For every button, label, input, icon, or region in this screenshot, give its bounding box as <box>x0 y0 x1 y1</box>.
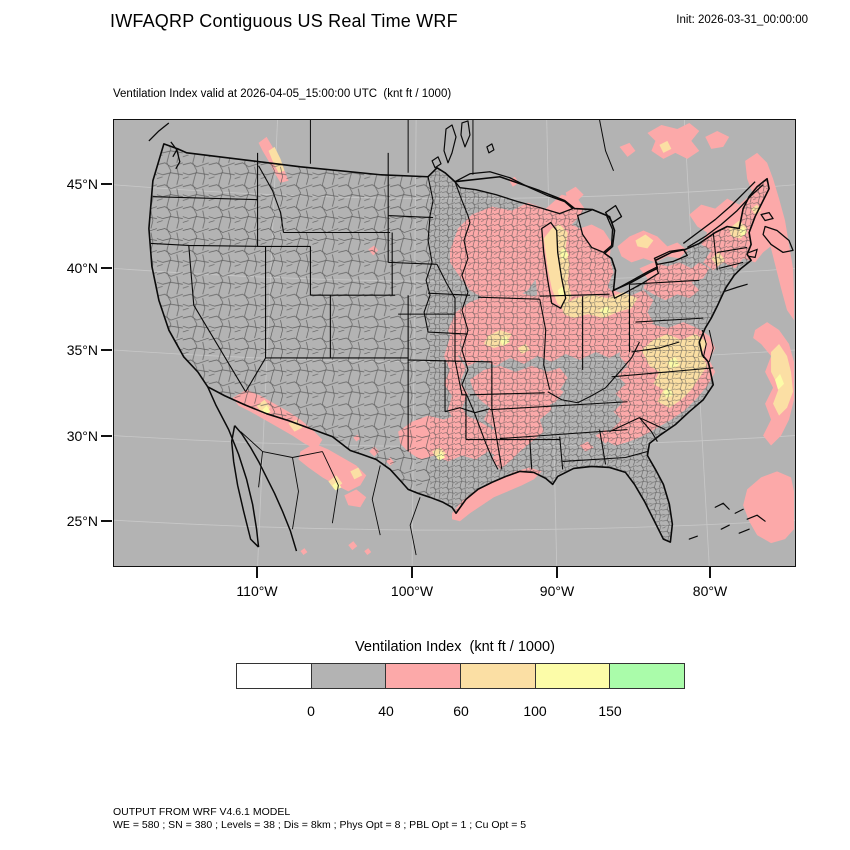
legend-tick-label: 150 <box>598 703 622 719</box>
legend-cell <box>311 664 387 688</box>
lat-label: 40°N <box>66 260 98 276</box>
legend-cell <box>237 664 312 688</box>
islands <box>688 248 766 540</box>
legend-cell <box>610 664 685 688</box>
lon-tick <box>556 567 558 578</box>
init-timestamp: Init: 2026-03-31_00:00:00 <box>676 14 808 26</box>
lon-label: 80°W <box>692 583 728 599</box>
legend-tick-label: 100 <box>523 703 547 719</box>
lat-label: 45°N <box>66 176 98 192</box>
lat-tick <box>101 267 112 269</box>
legend-tick-label: 60 <box>453 703 469 719</box>
lat-tick <box>101 349 112 351</box>
mexico-borders <box>240 431 421 556</box>
lon-tick <box>411 567 413 578</box>
lat-label: 25°N <box>66 513 98 529</box>
legend-title: Ventilation Index (knt ft / 1000) <box>355 639 555 655</box>
canada-borders <box>309 120 794 254</box>
legend-tick-label: 0 <box>307 703 315 719</box>
lat-tick <box>101 435 112 437</box>
legend-tick-label: 40 <box>378 703 394 719</box>
lat-tick <box>101 520 112 522</box>
page-title: IWFAQRP Contiguous US Real Time WRF <box>110 11 458 31</box>
legend-cell <box>386 664 462 688</box>
lat-tick <box>101 183 112 185</box>
lon-tick <box>256 567 258 578</box>
footer-config-line: WE = 580 ; SN = 380 ; Levels = 38 ; Dis … <box>113 819 527 831</box>
legend-colorbar <box>236 663 685 689</box>
lon-tick <box>709 567 711 578</box>
footer-model-line: OUTPUT FROM WRF V4.6.1 MODEL <box>113 806 291 818</box>
county-texture <box>114 120 795 566</box>
map-subtitle: Ventilation Index valid at 2026-04-05_15… <box>113 88 452 100</box>
lon-label: 90°W <box>539 583 575 599</box>
lon-label: 100°W <box>390 583 434 599</box>
lon-label: 110°W <box>236 583 278 599</box>
legend-cell <box>461 664 536 688</box>
lat-label: 30°N <box>66 428 98 444</box>
state-borders <box>150 152 748 470</box>
legend-cell <box>535 664 611 688</box>
lat-label: 35°N <box>66 342 98 358</box>
map-frame <box>113 119 796 567</box>
great-lakes <box>454 171 688 309</box>
us-map-svg <box>114 120 795 566</box>
coastlines <box>148 122 770 552</box>
